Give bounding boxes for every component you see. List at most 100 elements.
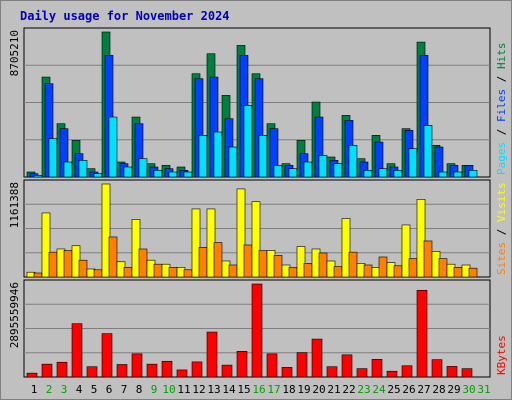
bar-pages-day-12	[198, 135, 208, 178]
bar-pages-day-5	[93, 173, 103, 178]
day-label-21: 21	[327, 383, 340, 396]
bar-visits-day-22	[341, 218, 351, 278]
legend-panel-2: Sites / Visits	[495, 182, 508, 275]
day-label-28: 28	[432, 383, 445, 396]
panel-3: 2895559946	[8, 279, 491, 378]
bar-pages-day-24	[378, 168, 388, 178]
bar-pages-day-15	[243, 105, 253, 178]
bar-visits-day-12	[191, 208, 201, 278]
day-label-4: 4	[76, 383, 83, 396]
bar-sites-day-27	[423, 240, 433, 278]
legend-visits: Visits	[495, 182, 508, 222]
bar-sites-day-30	[468, 267, 478, 278]
panel-1: 8705210	[8, 27, 491, 178]
legend-kbytes: KBytes	[495, 335, 508, 375]
bar-pages-day-10	[168, 171, 178, 178]
bar-kbytes-day-19	[296, 352, 308, 378]
bar-sites-day-10	[168, 267, 178, 278]
bar-pages-day-2	[48, 138, 58, 178]
legend- /: /	[495, 222, 508, 242]
legend-files: Files	[495, 89, 508, 122]
bar-sites-day-11	[183, 269, 193, 278]
day-label-15: 15	[237, 383, 250, 396]
day-label-22: 22	[342, 383, 355, 396]
bar-visits-day-8	[131, 219, 141, 278]
day-label-12: 12	[192, 383, 205, 396]
day-label-19: 19	[297, 383, 310, 396]
bar-kbytes-day-14	[221, 364, 233, 378]
bar-kbytes-day-3	[56, 361, 68, 378]
day-label-23: 23	[357, 383, 370, 396]
ymax-label: 8705210	[8, 30, 21, 76]
bar-kbytes-day-20	[311, 338, 323, 378]
bar-pages-day-30	[468, 170, 478, 178]
bar-pages-day-22	[348, 145, 358, 178]
bar-pages-day-11	[183, 171, 193, 178]
bar-kbytes-day-10	[161, 360, 173, 378]
bar-sites-day-29	[453, 267, 463, 278]
day-label-6: 6	[106, 383, 113, 396]
day-label-10: 10	[162, 383, 175, 396]
bar-sites-day-24	[378, 256, 388, 278]
day-label-20: 20	[312, 383, 325, 396]
bar-kbytes-day-17	[266, 353, 278, 378]
bar-sites-day-23	[363, 264, 373, 278]
bar-pages-day-26	[408, 148, 418, 178]
day-label-11: 11	[177, 383, 190, 396]
bar-kbytes-day-8	[131, 353, 143, 378]
day-label-24: 24	[372, 383, 386, 396]
bar-kbytes-day-21	[326, 366, 338, 378]
ymax-label: 1161388	[8, 182, 21, 228]
day-label-5: 5	[91, 383, 98, 396]
bar-pages-day-8	[138, 158, 148, 178]
legend- /: /	[495, 69, 508, 89]
bar-sites-day-13	[213, 242, 223, 278]
bar-sites-day-3	[63, 250, 73, 278]
chart-title: Daily usage for November 2024	[20, 9, 230, 23]
legend-panel-1: Pages / Files / Hits	[495, 43, 508, 176]
bar-sites-day-21	[333, 266, 343, 278]
bar-sites-day-9	[153, 263, 163, 278]
day-label-18: 18	[282, 383, 295, 396]
bar-sites-day-1	[33, 272, 43, 278]
bar-kbytes-day-11	[176, 369, 188, 378]
bar-sites-day-14	[228, 264, 238, 278]
legend-hits: Hits	[495, 43, 508, 70]
bar-sites-day-7	[123, 267, 133, 278]
bar-kbytes-day-5	[86, 366, 98, 378]
legend-pages: Pages	[495, 142, 508, 175]
bar-sites-day-17	[273, 255, 283, 278]
day-label-29: 29	[447, 383, 460, 396]
bar-pages-day-9	[153, 170, 163, 178]
bar-kbytes-day-16	[251, 283, 263, 378]
bar-pages-day-27	[423, 125, 433, 178]
bar-kbytes-day-4	[71, 323, 83, 378]
bar-pages-day-21	[333, 163, 343, 178]
bar-kbytes-day-7	[116, 364, 128, 378]
day-label-30: 30	[462, 383, 475, 396]
bar-visits-day-15	[236, 188, 246, 278]
ymax-label: 2895559946	[8, 282, 21, 348]
day-label-25: 25	[387, 383, 400, 396]
legend- /: /	[495, 122, 508, 142]
bar-sites-day-28	[438, 258, 448, 278]
bar-pages-day-14	[228, 146, 238, 178]
day-label-7: 7	[121, 383, 128, 396]
bar-sites-day-18	[288, 267, 298, 278]
bar-kbytes-day-25	[386, 370, 398, 378]
bar-pages-day-18	[288, 168, 298, 178]
bar-pages-day-16	[258, 135, 268, 178]
bar-sites-day-6	[108, 236, 118, 278]
bar-kbytes-day-30	[461, 368, 473, 378]
day-label-27: 27	[417, 383, 430, 396]
bar-sites-day-8	[138, 248, 148, 278]
bar-pages-day-29	[453, 171, 463, 178]
bar-pages-day-7	[123, 166, 133, 178]
bar-sites-day-5	[93, 269, 103, 278]
bar-sites-day-26	[408, 258, 418, 278]
bar-kbytes-day-22	[341, 354, 353, 378]
day-label-17: 17	[267, 383, 280, 396]
bar-kbytes-day-9	[146, 363, 158, 378]
